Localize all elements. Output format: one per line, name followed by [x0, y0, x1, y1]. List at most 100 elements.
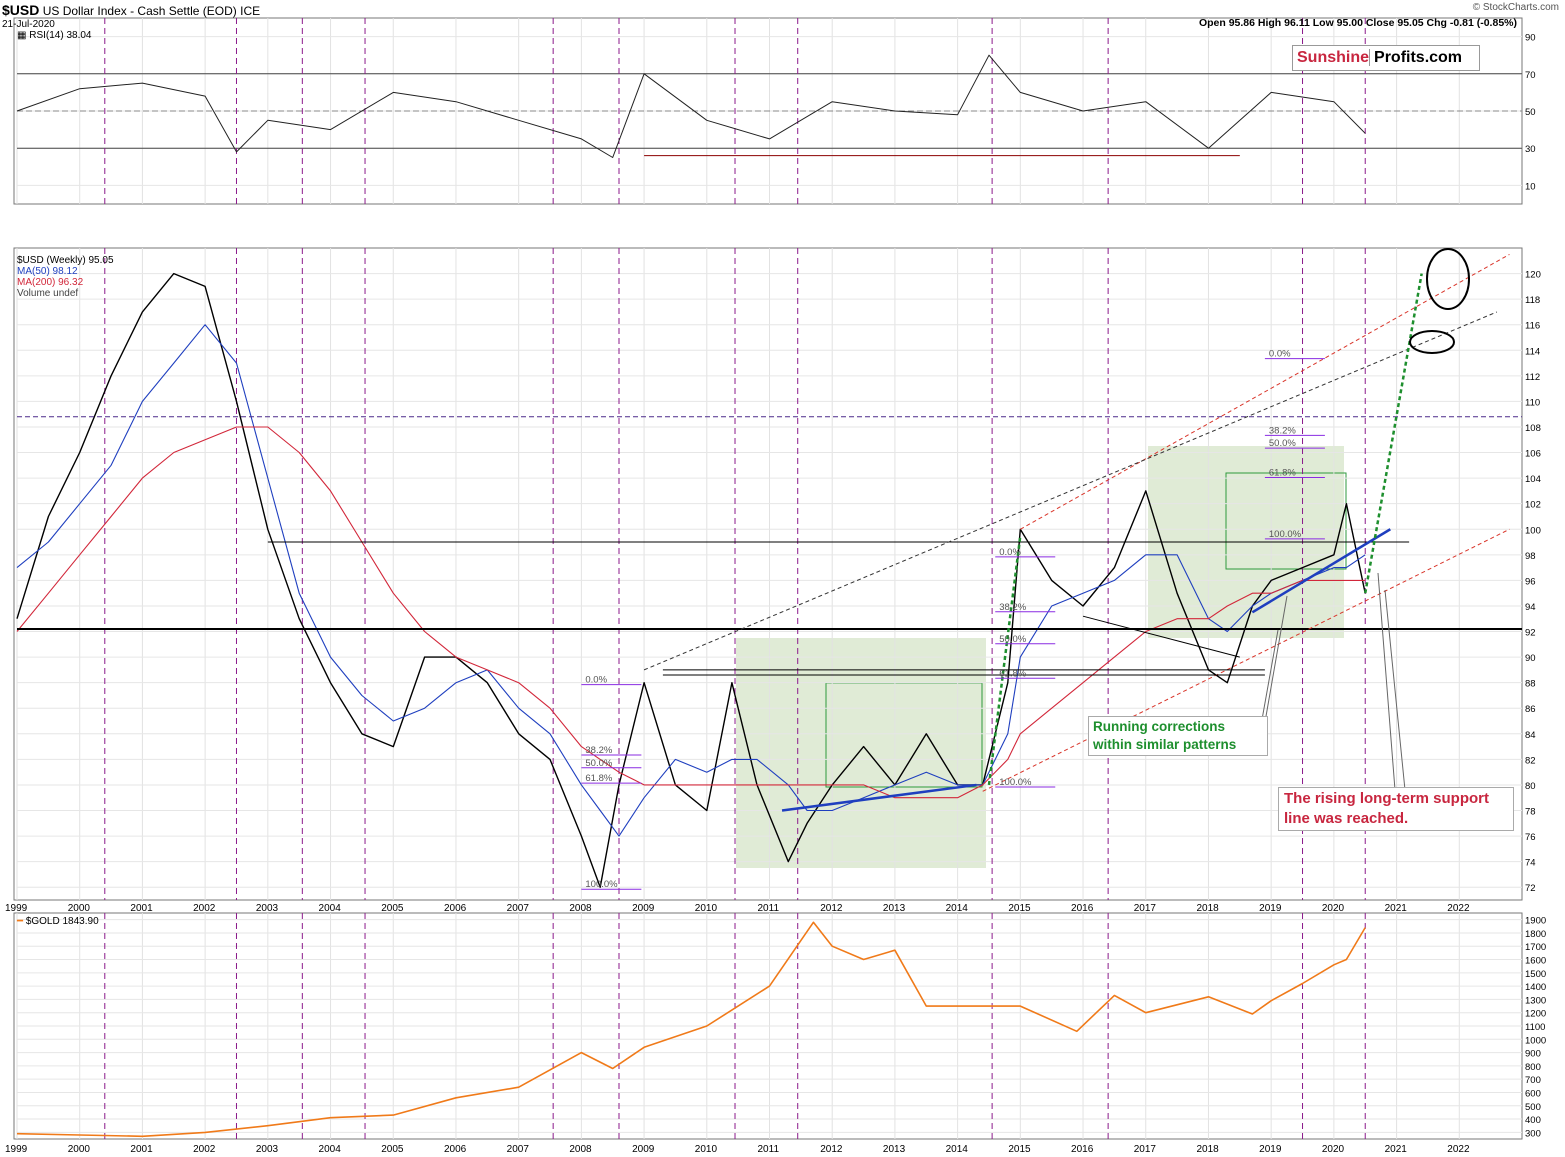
usd-series-1	[16, 324, 1366, 837]
annotation-support-reached: The rising long-term support line was re…	[1278, 787, 1514, 831]
rsi-y-tick: 10	[1525, 181, 1536, 192]
price-y-tick: 78	[1525, 807, 1536, 818]
inner-pattern-box-2	[1225, 472, 1347, 570]
fib-label: 38.2%	[999, 602, 1026, 613]
price-y-tick: 114	[1525, 346, 1540, 357]
chart-title: $USD US Dollar Index - Cash Settle (EOD)…	[2, 2, 260, 18]
x-tick-label-gold: 2010	[695, 1144, 718, 1155]
fib-label: 61.8%	[999, 668, 1026, 679]
x-tick-label: 2012	[820, 903, 843, 914]
rsi-y-tick: 50	[1525, 107, 1536, 118]
x-tick-label: 2016	[1071, 903, 1094, 914]
upper-channel-line	[1020, 253, 1510, 530]
x-tick-label-gold: 2016	[1071, 1144, 1094, 1155]
price-y-tick: 98	[1525, 551, 1536, 562]
rsi-y-tick: 90	[1525, 33, 1536, 44]
x-tick-label-gold: 1999	[5, 1144, 28, 1155]
price-y-tick: 90	[1525, 653, 1536, 664]
gold-label: ━ $GOLD 1843.90	[17, 916, 99, 927]
logo-part-2: Profits.com	[1369, 49, 1467, 66]
cycle-lines	[104, 18, 1366, 1139]
usd-series-0	[16, 272, 1366, 888]
chart-date: 21-Jul-2020	[2, 19, 55, 30]
ohlc-readout: Open 95.86 High 96.11 Low 95.00 Close 95…	[1198, 17, 1517, 29]
pointer-line-4	[1384, 589, 1406, 791]
x-tick-label-gold: 2005	[381, 1144, 404, 1155]
legend-ma50: MA(50) 98.12	[17, 266, 78, 277]
fib-label: 38.2%	[585, 745, 612, 756]
gold-y-tick: 1600	[1525, 956, 1546, 967]
fib-label: 100.0%	[585, 879, 618, 890]
annotation-green-line-2: within similar patterns	[1093, 737, 1237, 752]
fib-label: 50.0%	[999, 634, 1026, 645]
x-tick-label-gold: 2009	[632, 1144, 655, 1155]
x-tick-label-gold: 2012	[820, 1144, 843, 1155]
rsi-icon: ▦	[17, 30, 27, 41]
symbol: $USD	[2, 2, 40, 18]
x-tick-label: 2015	[1008, 903, 1031, 914]
gold-y-tick: 1700	[1525, 942, 1546, 953]
price-y-tick: 106	[1525, 449, 1541, 460]
rsi-series-0	[16, 54, 1366, 158]
x-tick-label: 2007	[507, 903, 530, 914]
fib-label: 61.8%	[585, 773, 612, 784]
fib-label: 0.0%	[1269, 349, 1291, 360]
x-tick-label-gold: 2006	[444, 1144, 467, 1155]
gold-y-tick: 1800	[1525, 929, 1546, 940]
gold-y-tick: 500	[1525, 1102, 1541, 1113]
price-y-tick: 84	[1525, 730, 1536, 741]
x-tick-label: 2013	[883, 903, 906, 914]
rising-support-line	[982, 528, 1510, 792]
gold-y-tick: 400	[1525, 1115, 1541, 1126]
gold-series-0	[16, 921, 1366, 1138]
x-tick-label-gold: 2007	[507, 1144, 530, 1155]
exchange: ICE	[240, 4, 261, 18]
green-projection-2	[1363, 273, 1423, 594]
x-tick-label-gold: 2008	[569, 1144, 592, 1155]
x-tick-label-gold: 2000	[68, 1144, 91, 1155]
gold-y-tick: 1000	[1525, 1035, 1546, 1046]
price-y-tick: 76	[1525, 832, 1536, 843]
fib-label: 100.0%	[1269, 529, 1302, 540]
pointer-line-1	[1264, 595, 1288, 723]
x-tick-label: 2004	[319, 903, 342, 914]
x-tick-label-gold: 2021	[1385, 1144, 1408, 1155]
gold-y-tick: 300	[1525, 1128, 1541, 1139]
price-y-tick: 94	[1525, 602, 1536, 613]
legend-ma200: MA(200) 96.32	[17, 277, 84, 288]
gold-y-tick: 700	[1525, 1075, 1541, 1086]
price-y-tick: 72	[1525, 883, 1536, 894]
price-y-tick: 108	[1525, 423, 1541, 434]
price-y-tick: 102	[1525, 500, 1541, 511]
x-tick-label-gold: 2001	[130, 1144, 153, 1155]
x-tick-label: 2005	[381, 903, 404, 914]
logo-part-1: Sunshine	[1297, 49, 1370, 66]
annotation-red-line-1: The rising long-term support	[1284, 790, 1489, 807]
price-legend: $USD (Weekly) 95.05 MA(50) 98.12 MA(200)…	[17, 255, 114, 299]
x-tick-label: 2020	[1322, 903, 1345, 914]
x-tick-label: 2019	[1259, 903, 1282, 914]
x-tick-label: 2021	[1385, 903, 1408, 914]
price-y-tick: 92	[1525, 628, 1536, 639]
x-tick-label-gold: 2015	[1008, 1144, 1031, 1155]
rsi-y-tick: 70	[1525, 70, 1536, 81]
gold-y-tick: 800	[1525, 1062, 1541, 1073]
gold-label-text: $GOLD 1843.90	[25, 916, 99, 927]
price-y-tick: 86	[1525, 704, 1536, 715]
x-tick-label: 2017	[1134, 903, 1157, 914]
annotation-green-line-1: Running corrections	[1093, 719, 1226, 734]
fib-label: 38.2%	[1269, 425, 1296, 436]
axis-ticks: 1999 1999 2000 2000 2001 2001 2002 2002 2003 2003…	[5, 33, 1546, 1155]
fib-label: 0.0%	[585, 675, 607, 686]
gold-y-tick: 1100	[1525, 1022, 1545, 1033]
price-y-tick: 74	[1525, 858, 1536, 869]
pattern-line	[1082, 615, 1240, 658]
legend-usd: $USD (Weekly) 95.05	[17, 255, 114, 266]
overlay-drawings: 0.0% 38.2% 50.0% 61.8% 100.0% 0.0% 38.2% 50.0% 6…	[17, 155, 1522, 890]
price-y-tick: 96	[1525, 576, 1536, 587]
x-tick-label: 2002	[193, 903, 216, 914]
blue-rising-line-2	[1251, 528, 1391, 614]
annotation-running-corrections: Running corrections within similar patte…	[1088, 716, 1268, 756]
gridlines	[16, 18, 1522, 1139]
price-y-tick: 112	[1525, 372, 1540, 383]
